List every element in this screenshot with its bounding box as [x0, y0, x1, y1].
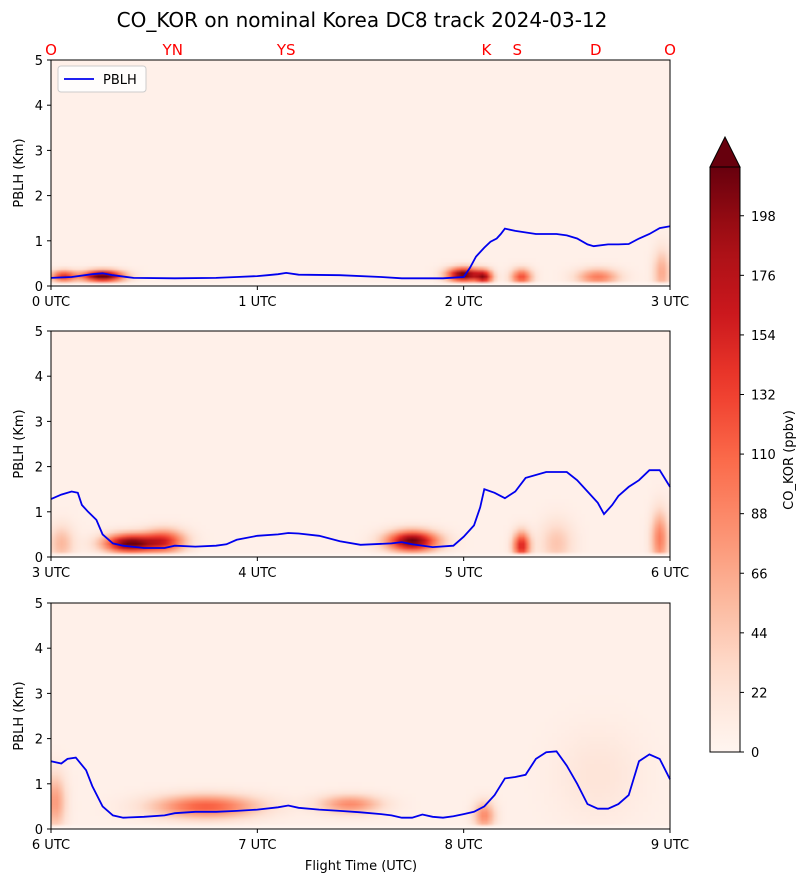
y-axis-label: PBLH (Km): [12, 681, 27, 750]
x-tick-label: 9 UTC: [651, 838, 689, 853]
colorbar-tick-label: 110: [751, 448, 776, 463]
pblh-series-line: [50, 225, 671, 280]
location-label: S: [513, 41, 523, 59]
y-tick-label: 0: [35, 280, 43, 295]
legend: PBLH: [57, 65, 147, 93]
y-tick-label: 0: [35, 823, 43, 838]
colorbar: 0 22 44 66 88 110 132 154 176 198 CO_KOR (ppbv): [709, 135, 797, 761]
colorbar-tick-label: 22: [751, 686, 768, 701]
legend-box: [57, 65, 147, 93]
y-tick-label: 0: [35, 551, 43, 566]
y-tick-label: 4: [35, 642, 43, 657]
y-tick-label: 3: [35, 144, 43, 159]
location-label: O: [45, 41, 57, 59]
co-heatmap: [51, 331, 670, 557]
y-tick-label: 3: [35, 415, 43, 430]
colorbar-tick-label: 66: [751, 567, 768, 582]
colorbar-tick-label: 88: [751, 508, 768, 523]
y-tick-label: 5: [35, 325, 43, 340]
location-label: K: [481, 41, 492, 59]
x-tick-label: 7 UTC: [238, 838, 276, 853]
plot-frame: [50, 330, 671, 558]
panel-3: 0 1 2 3 4 5 6 UTC 7 UTC 8 UTC 9 UTC PBLH (Km): [12, 597, 689, 853]
plot-frame: [50, 59, 671, 287]
chart-title: CO_KOR on nominal Korea DC8 track 2024-0…: [117, 8, 608, 32]
plot-frame: [50, 602, 671, 830]
y-axis-label: PBLH (Km): [12, 409, 27, 478]
legend-label: PBLH: [103, 73, 137, 88]
pblh-series-line: [50, 469, 671, 549]
pblh-series-line: [50, 750, 671, 819]
y-tick-label: 5: [35, 54, 43, 69]
co-field: [51, 603, 670, 829]
location-labels: O YN YS K S D O: [45, 41, 676, 59]
colorbar-label: CO_KOR (ppbv): [782, 410, 797, 510]
colorbar-tick-label: 198: [751, 210, 776, 225]
x-tick-label: 6 UTC: [32, 838, 70, 853]
colorbar-tick-label: 154: [751, 329, 776, 344]
panel-2: 0 1 2 3 4 5 3 UTC 4 UTC 5 UTC 6 UTC PBLH (Km): [12, 325, 689, 581]
y-tick-label: 4: [35, 370, 43, 385]
x-tick-label: 2 UTC: [445, 295, 483, 310]
x-tick-label: 6 UTC: [651, 566, 689, 581]
panel-1: 0 1 2 3 4 5 0 UTC 1 UTC 2 UTC 3 UTC PBLH (Km) PBLH: [12, 54, 689, 310]
x-tick-label: 1 UTC: [238, 295, 276, 310]
location-label: YS: [276, 41, 296, 59]
y-tick-label: 2: [35, 461, 43, 476]
x-tick-label: 3 UTC: [32, 566, 70, 581]
y-tick-label: 1: [35, 778, 43, 793]
colorbar-tick-label: 0: [751, 746, 759, 761]
y-tick-label: 2: [35, 190, 43, 205]
co-heatmap: [51, 603, 670, 829]
colorbar-tick-label: 176: [751, 269, 776, 284]
colorbar-tick-label: 44: [751, 627, 768, 642]
x-tick-label: 8 UTC: [445, 838, 483, 853]
location-label: D: [590, 41, 602, 59]
y-tick-label: 2: [35, 733, 43, 748]
co-field: [51, 331, 670, 557]
location-label: O: [664, 41, 676, 59]
colorbar-extend-arrow: [709, 135, 741, 168]
colorbar-tick-label: 132: [751, 389, 776, 404]
y-axis-label: PBLH (Km): [12, 138, 27, 207]
location-label: YN: [162, 41, 183, 59]
x-tick-label: 0 UTC: [32, 295, 70, 310]
y-tick-label: 4: [35, 99, 43, 114]
y-tick-label: 3: [35, 687, 43, 702]
x-tick-label: 4 UTC: [238, 566, 276, 581]
x-tick-label: 3 UTC: [651, 295, 689, 310]
co-heatmap: [51, 60, 670, 286]
y-tick-label: 1: [35, 506, 43, 521]
x-tick-label: 5 UTC: [445, 566, 483, 581]
colorbar-ramp: [709, 166, 741, 753]
y-tick-label: 1: [35, 235, 43, 250]
co-field: [51, 60, 670, 286]
y-tick-label: 5: [35, 597, 43, 612]
x-axis-label: Flight Time (UTC): [305, 859, 417, 874]
